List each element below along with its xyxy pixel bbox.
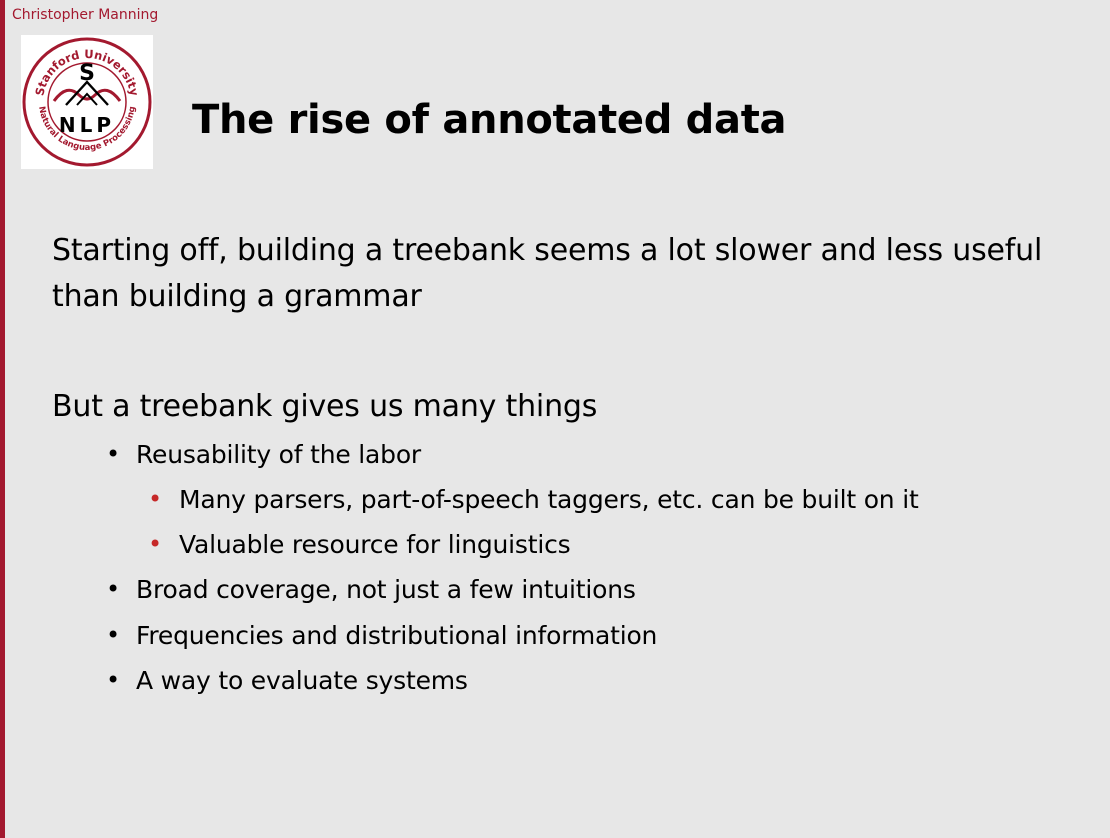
list-item-text: Broad coverage, not just a few intuition…	[136, 575, 636, 604]
author-name: Christopher Manning	[12, 7, 159, 23]
intro-paragraph: Starting off, building a treebank seems …	[52, 228, 1042, 320]
sub-list-item: • Many parsers, part-of-speech taggers, …	[148, 485, 919, 514]
list-item: • Broad coverage, not just a few intuiti…	[106, 575, 636, 604]
list-item-text: A way to evaluate systems	[136, 666, 468, 695]
sub-list-item-text: Many parsers, part-of-speech taggers, et…	[179, 485, 919, 514]
intro-paragraph-line-1: Starting off, building a treebank seems …	[52, 233, 1043, 268]
red-bullet-dot-icon: •	[148, 485, 162, 513]
red-bullet-dot-icon: •	[148, 530, 162, 558]
sub-list-item: • Valuable resource for linguistics	[148, 530, 571, 559]
logo-s-letter: S	[79, 61, 95, 86]
sub-list-item-text: Valuable resource for linguistics	[179, 530, 571, 559]
bullet-dot-icon: •	[106, 621, 120, 649]
slide-title: The rise of annotated data	[192, 97, 787, 143]
bullet-dot-icon: •	[106, 440, 120, 468]
bullet-dot-icon: •	[106, 575, 120, 603]
intro-paragraph-line-2: than building a grammar	[52, 279, 422, 314]
list-item-text: Reusability of the labor	[136, 440, 421, 469]
list-item-text: Frequencies and distributional informati…	[136, 621, 658, 650]
list-item: • Reusability of the labor	[106, 440, 421, 469]
treebank-paragraph: But a treebank gives us many things	[52, 389, 598, 424]
list-item: • A way to evaluate systems	[106, 666, 468, 695]
stanford-nlp-logo: Stanford University Natural Language Pro…	[21, 35, 153, 169]
left-accent-rule	[0, 0, 5, 838]
logo-nlp-letters: NLP	[59, 113, 115, 137]
list-item: • Frequencies and distributional informa…	[106, 621, 658, 650]
bullet-dot-icon: •	[106, 666, 120, 694]
